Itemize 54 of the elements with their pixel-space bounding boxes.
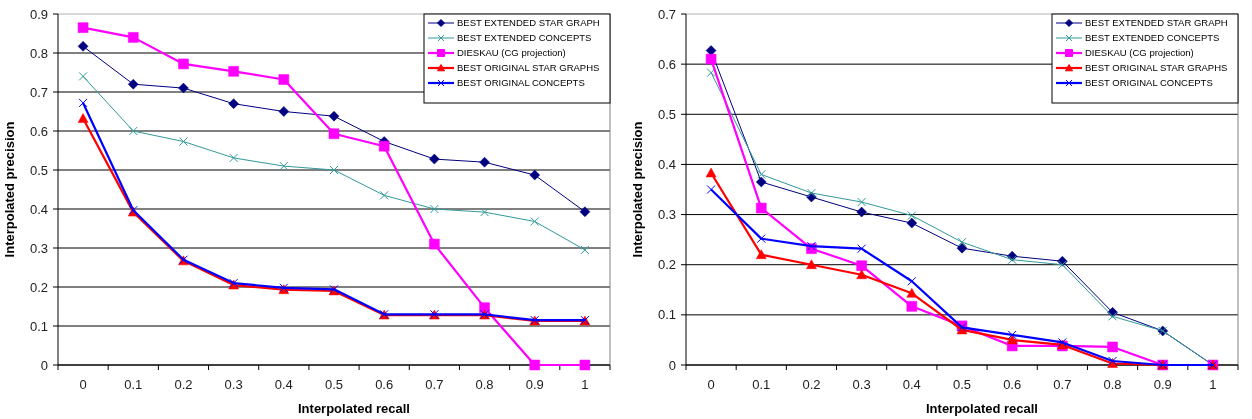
legend-label: BEST EXTENDED CONCEPTS [457,32,592,44]
x-axis-title: Interpolated recall [298,401,410,416]
x-tick-label: 0.9 [525,377,544,392]
y-tick-label: 0.2 [29,279,48,295]
x-tick-label: 0.1 [124,377,143,392]
x-tick-label: 0.6 [375,377,394,392]
x-tick-label: 0.8 [1103,377,1122,392]
legend-label: BEST EXTENDED STAR GRAPH [457,17,600,29]
y-tick-label: 0.1 [657,307,676,323]
legend-label: BEST EXTENDED STAR GRAPH [1085,17,1228,29]
y-axis-title: Interpolated precision [2,121,17,258]
y-tick-label: 0.5 [657,106,676,122]
legend-label: DIESKAU (CG projection) [1085,47,1194,59]
y-tick-label: 0.4 [29,201,48,217]
y-tick-label: 0.4 [657,156,676,172]
y-tick-label: 0.3 [657,207,676,223]
legend-label: BEST ORIGINAL CONCEPTS [457,77,585,89]
x-tick-label: 0.4 [902,377,921,392]
x-tick-label: 0.9 [1153,377,1172,392]
y-tick-label: 0.3 [29,240,48,256]
x-tick-label: 0.2 [802,377,821,392]
y-tick-label: 0.7 [657,6,676,22]
x-tick-label: 0.3 [224,377,243,392]
y-tick-label: 0.7 [29,84,48,100]
legend-label: BEST ORIGINAL STAR GRAPHS [457,62,600,74]
x-tick-label: 0.6 [1003,377,1022,392]
y-tick-label: 0.1 [29,318,48,334]
y-tick-label: 0 [40,357,48,373]
x-tick-label: 0.5 [952,377,972,392]
y-tick-label: 0.6 [657,56,676,72]
y-tick-label: 0.6 [29,123,48,139]
x-tick-label: 1 [1209,377,1217,392]
y-tick-label: 0 [668,357,676,373]
x-tick-label: 0.5 [324,377,344,392]
legend-label: DIESKAU (CG projection) [457,47,566,59]
x-tick-label: 0 [707,377,715,392]
x-tick-label: 0 [79,377,87,392]
x-tick-label: 0.7 [425,377,444,392]
x-tick-label: 0.2 [174,377,193,392]
x-tick-label: 0.1 [752,377,771,392]
y-tick-label: 0.2 [657,257,676,273]
x-tick-label: 0.8 [475,377,494,392]
y-tick-label: 0.8 [29,45,48,61]
x-tick-label: 0.4 [274,377,293,392]
legend-label: BEST ORIGINAL STAR GRAPHS [1085,62,1228,74]
x-axis-title: Interpolated recall [926,401,1038,416]
legend-label: BEST EXTENDED CONCEPTS [1085,32,1220,44]
x-tick-label: 1 [581,377,589,392]
y-tick-label: 0.9 [29,6,48,22]
y-tick-label: 0.5 [29,162,48,178]
y-axis-title: Interpolated precision [630,121,645,258]
x-tick-label: 0.7 [1053,377,1072,392]
x-tick-label: 0.3 [852,377,871,392]
legend-label: BEST ORIGINAL CONCEPTS [1085,77,1213,89]
